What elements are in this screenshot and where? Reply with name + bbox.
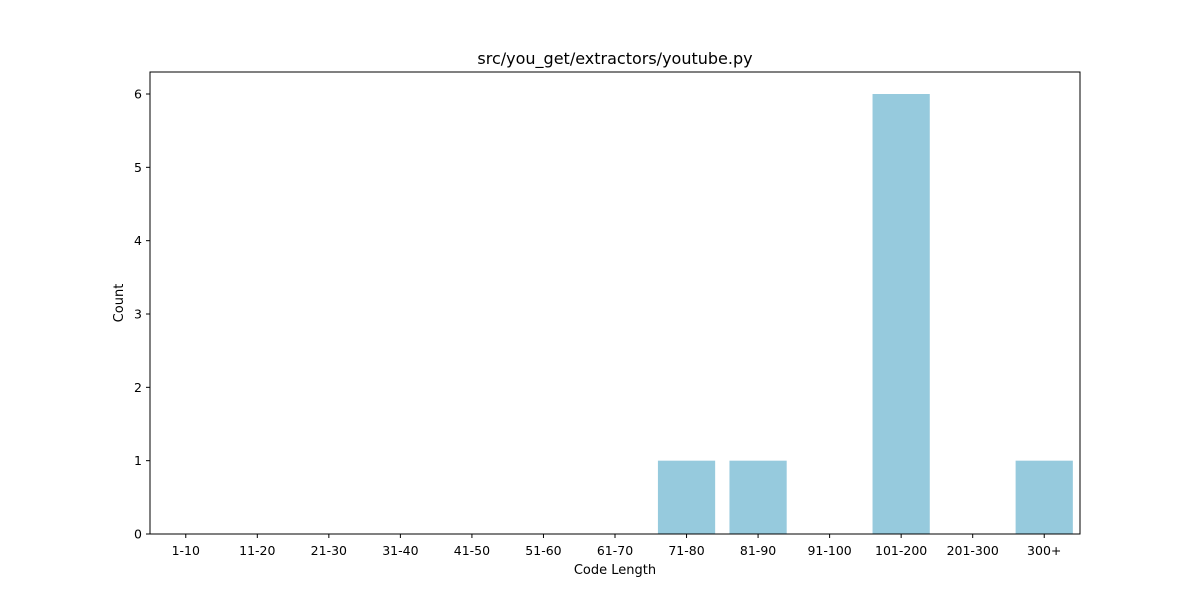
x-tick-label: 101-200	[875, 543, 927, 558]
x-tick-label: 71-80	[668, 543, 704, 558]
x-axis-label: Code Length	[574, 563, 656, 578]
x-tick-label: 41-50	[454, 543, 490, 558]
bar-71-80	[657, 460, 716, 534]
y-tick-label: 1	[134, 453, 142, 468]
bar-81-90	[729, 460, 787, 534]
y-tick-label: 0	[134, 527, 142, 542]
y-tick-label: 6	[134, 87, 142, 102]
x-tick-label: 21-30	[311, 543, 347, 558]
x-tick-label: 201-300	[947, 543, 999, 558]
x-tick-label: 1-10	[172, 543, 200, 558]
y-tick-label: 2	[134, 380, 142, 395]
x-tick-label: 300+	[1027, 543, 1061, 558]
bar-101-200	[872, 94, 930, 534]
plot-frame	[149, 71, 1081, 535]
x-tick-label: 91-100	[807, 543, 851, 558]
x-tick-label: 31-40	[382, 543, 418, 558]
x-tick-label: 51-60	[525, 543, 561, 558]
y-tick-label: 5	[134, 160, 142, 175]
y-axis-ticks: 0 1 2 3 4 5 6	[134, 87, 150, 542]
x-tick-label: 81-90	[740, 543, 776, 558]
x-axis-ticks: 1-10 11-20 21-30 31-40 41-50 51-60 61-70 71-80 8…	[172, 534, 1061, 558]
y-tick-label: 3	[134, 307, 142, 322]
chart-title: src/you_get/extractors/youtube.py	[477, 49, 752, 69]
bar-300+	[1015, 460, 1073, 534]
y-tick-label: 4	[134, 233, 142, 248]
x-tick-label: 11-20	[239, 543, 275, 558]
bars-group	[657, 94, 1073, 534]
x-tick-label: 61-70	[597, 543, 633, 558]
y-axis-label: Count	[112, 284, 127, 323]
